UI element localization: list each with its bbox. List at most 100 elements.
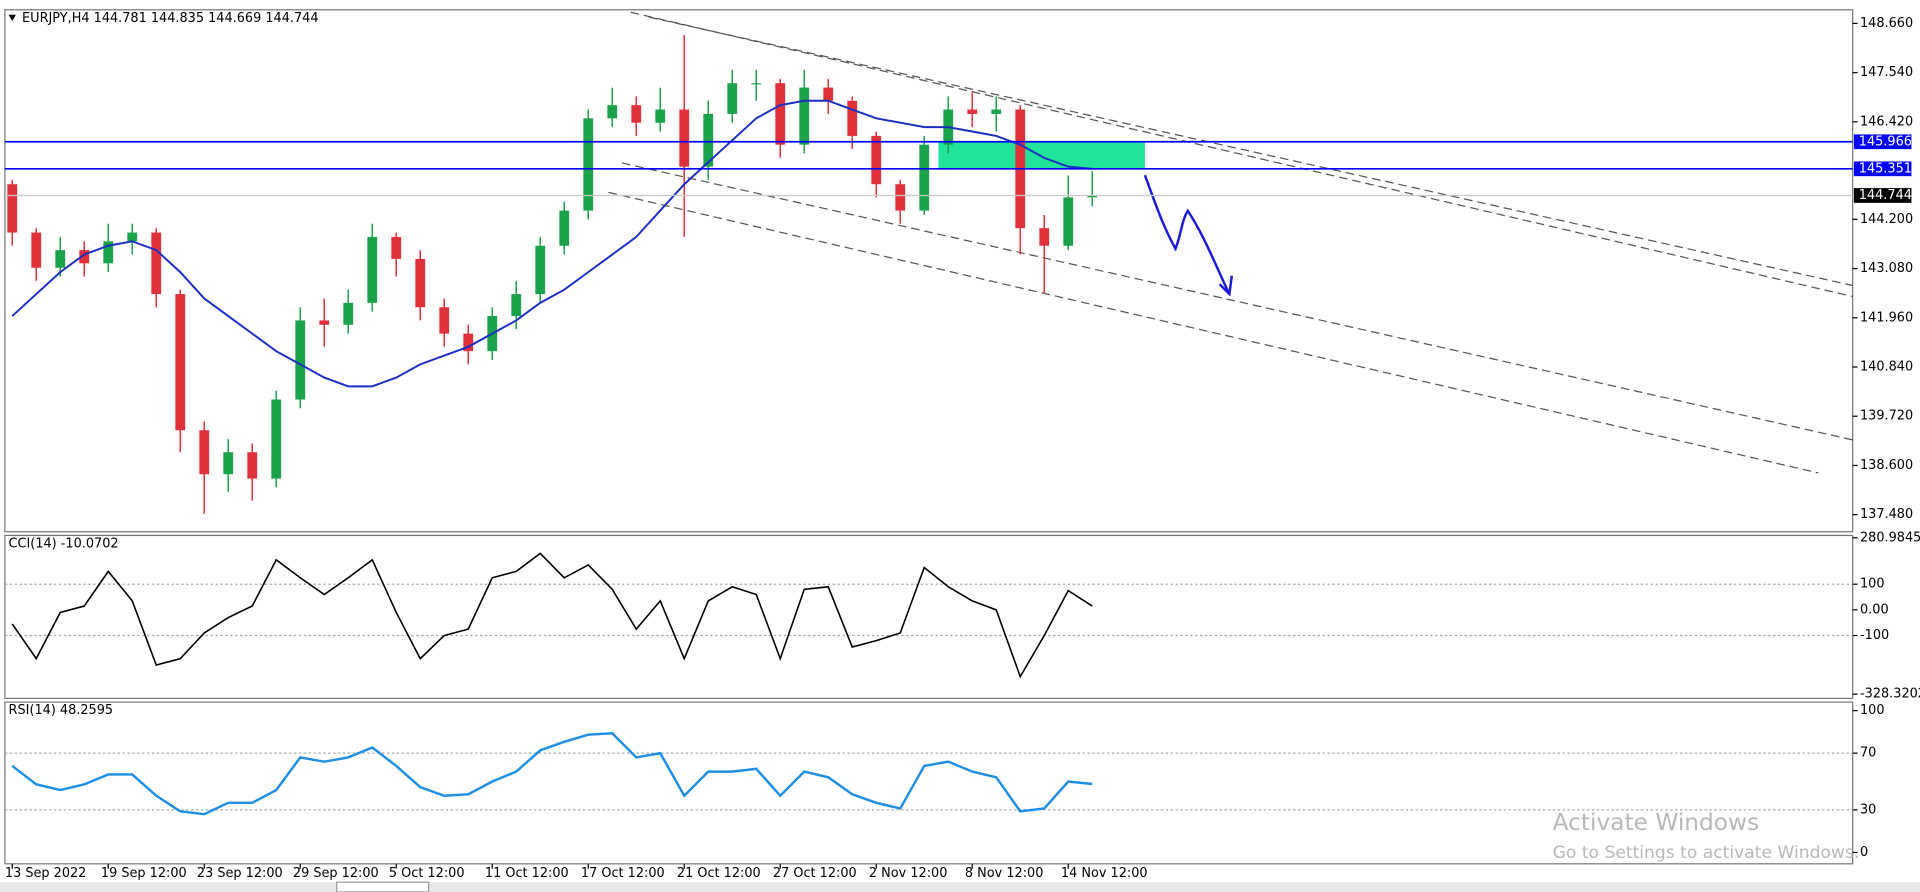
candle-body [79,250,90,264]
x-tick-label: 19 Sep 12:00 [101,866,187,881]
indicator-line [11,552,1093,679]
x-tick-label: 27 Oct 12:00 [773,866,857,881]
y-tick-label: 144.200 [1860,212,1913,227]
arrow-path [1143,174,1230,293]
hand-arrow [1143,174,1234,297]
x-tick-label: 13 Sep 2022 [5,866,86,881]
candle-body [7,184,18,233]
candle-body [919,144,930,211]
candle-body [55,250,66,268]
candle-body [439,307,450,334]
price-label: 144.744 [1859,188,1912,203]
y-tick-label: 146.420 [1860,114,1913,129]
candle-body [151,232,162,295]
candle-body [727,83,738,114]
candle-body [1039,228,1050,246]
level-label-box [1853,134,1912,150]
candle-body [847,100,858,136]
cci-header: CCI(14) -10.0702 [9,537,119,552]
candle-body [991,109,1002,114]
tab[interactable] [336,881,430,892]
candle-body [583,118,594,211]
x-tick-label: 2 Nov 12:00 [869,866,947,881]
y-tick-label: 137.480 [1860,507,1913,522]
y-tick-label: 100 [1860,577,1885,592]
candle-body [247,452,258,479]
candle-body [1063,197,1074,246]
y-tick-label: -100 [1860,628,1889,643]
x-tick-label: 8 Nov 12:00 [965,866,1043,881]
level-label-box [1853,161,1912,177]
price-label-box [1853,188,1912,203]
candle-body [559,210,570,246]
moving-average [11,99,1093,388]
candle-body [823,87,834,101]
level-label: 145.966 [1859,134,1912,149]
candle-body [103,241,114,264]
watermark-title: Activate Windows [1553,809,1760,836]
x-tick-label: 14 Nov 12:00 [1061,866,1148,881]
tab-bar [0,882,1920,892]
y-tick-label: 0 [1860,845,1868,860]
candle-body [223,452,234,475]
symbol-header: EURJPY,H4 144.781 144.835 144.669 144.74… [22,11,318,26]
level-label: 145.351 [1859,161,1912,176]
candle-body [199,430,210,475]
y-tick-label: 141.960 [1860,310,1913,325]
candle-body [391,236,402,259]
candle-body [703,113,714,167]
y-tick-label: 139.720 [1860,409,1913,424]
y-tick-label: -328.3202 [1860,687,1920,702]
trend-line [621,162,1853,441]
price-panel [4,9,1854,533]
candle-body [271,399,282,479]
candle-body [175,294,186,431]
x-tick-label: 29 Sep 12:00 [293,866,379,881]
arrow-head [1218,275,1234,297]
candle-body [679,109,690,167]
y-tick-label: 100 [1860,703,1885,718]
trend-line [608,191,1819,474]
y-tick-label: 30 [1860,802,1876,817]
y-tick-label: 143.080 [1860,261,1913,276]
y-tick-label: 138.600 [1860,458,1913,473]
zone [938,141,1145,169]
y-tick-label: 148.660 [1860,16,1913,31]
candle-body [799,87,810,145]
candle-body [415,258,426,308]
candle-body [127,232,138,242]
header-arrow [8,14,16,21]
indicator-line [11,732,1093,816]
watermark-subtitle: Go to Settings to activate Windows. [1553,843,1860,863]
channel-lines [608,11,1853,474]
trend-line [630,11,1853,298]
candle-body [895,184,906,211]
candle-body [775,83,786,145]
cci-panel [4,534,1854,700]
candle-body [367,236,378,303]
candle-body [31,232,42,268]
candle-body [607,105,618,119]
x-tick-label: 21 Oct 12:00 [677,866,761,881]
candle-body [655,109,666,123]
rsi-panel [4,701,1854,865]
candle-body [871,135,882,185]
x-tick-label: 5 Oct 12:00 [389,866,465,881]
x-tick-label: 11 Oct 12:00 [485,866,569,881]
candle-body [535,245,546,295]
candle-body [319,320,330,325]
x-tick-label: 17 Oct 12:00 [581,866,665,881]
candle-body [967,109,978,114]
candle-body [631,105,642,123]
y-tick-label: 140.840 [1860,360,1913,375]
y-tick-label: 147.540 [1860,65,1913,80]
x-tick-label: 23 Sep 12:00 [197,866,283,881]
candle-body [511,294,522,317]
y-tick-label: 0.00 [1860,602,1889,617]
candle-body [1087,195,1098,198]
rsi-header: RSI(14) 48.2595 [9,703,114,718]
trend-line [648,16,1853,287]
candle-body [295,320,306,400]
